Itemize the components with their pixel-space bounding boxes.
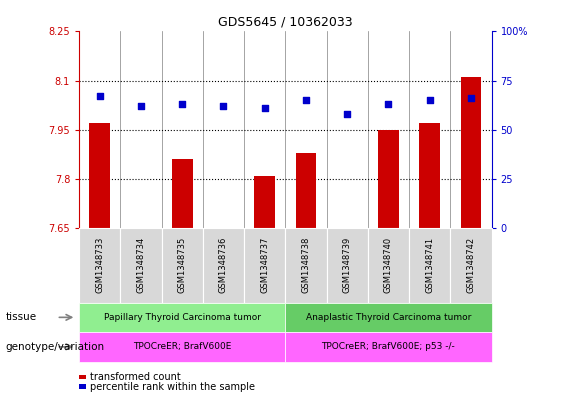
- Text: tissue: tissue: [6, 312, 37, 322]
- Point: [219, 103, 228, 109]
- Text: TPOCreER; BrafV600E; p53 -/-: TPOCreER; BrafV600E; p53 -/-: [321, 342, 455, 351]
- Text: GSM1348741: GSM1348741: [425, 237, 434, 293]
- Point: [137, 103, 146, 109]
- Text: percentile rank within the sample: percentile rank within the sample: [90, 382, 255, 392]
- Point: [95, 93, 105, 99]
- Point: [302, 97, 311, 103]
- Text: GSM1348737: GSM1348737: [260, 237, 269, 294]
- Bar: [460, 77, 481, 228]
- Bar: [89, 123, 110, 228]
- Point: [425, 97, 434, 103]
- Point: [342, 111, 351, 117]
- Bar: [295, 152, 316, 228]
- Point: [260, 105, 270, 111]
- Point: [467, 95, 476, 101]
- Point: [178, 101, 187, 107]
- Bar: [378, 130, 399, 228]
- Bar: [172, 159, 193, 228]
- Text: GSM1348742: GSM1348742: [467, 237, 475, 293]
- Title: GDS5645 / 10362033: GDS5645 / 10362033: [218, 16, 353, 29]
- Text: Papillary Thyroid Carcinoma tumor: Papillary Thyroid Carcinoma tumor: [104, 313, 260, 322]
- Text: GSM1348740: GSM1348740: [384, 237, 393, 293]
- Text: GSM1348739: GSM1348739: [343, 237, 351, 294]
- Text: GSM1348738: GSM1348738: [302, 237, 310, 294]
- Text: genotype/variation: genotype/variation: [6, 342, 105, 352]
- Point: [384, 101, 393, 107]
- Text: TPOCreER; BrafV600E: TPOCreER; BrafV600E: [133, 342, 232, 351]
- Text: GSM1348733: GSM1348733: [95, 237, 104, 294]
- Text: GSM1348736: GSM1348736: [219, 237, 228, 294]
- Text: Anaplastic Thyroid Carcinoma tumor: Anaplastic Thyroid Carcinoma tumor: [306, 313, 471, 322]
- Text: GSM1348734: GSM1348734: [137, 237, 145, 294]
- Text: GSM1348735: GSM1348735: [178, 237, 186, 294]
- Text: transformed count: transformed count: [90, 372, 181, 382]
- Bar: [254, 176, 275, 228]
- Bar: [419, 123, 440, 228]
